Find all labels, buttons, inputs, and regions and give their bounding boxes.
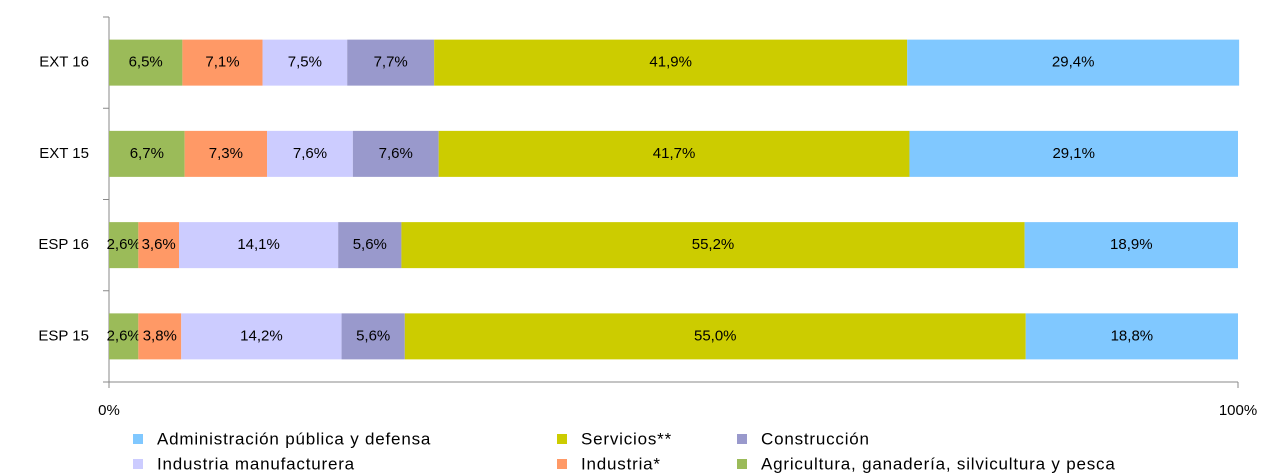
data-label: 14,2% bbox=[240, 327, 283, 344]
data-label: 7,1% bbox=[205, 54, 239, 71]
data-label: 5,6% bbox=[353, 236, 387, 253]
data-label: 3,6% bbox=[142, 236, 176, 253]
legend-swatch bbox=[133, 459, 143, 469]
data-label: 18,8% bbox=[1111, 327, 1154, 344]
data-label: 55,2% bbox=[692, 236, 735, 253]
y-tick-label: EXT 16 bbox=[39, 54, 89, 71]
legend-label: Construcción bbox=[761, 429, 870, 448]
data-label: 14,1% bbox=[237, 236, 280, 253]
bar-segment bbox=[109, 313, 139, 360]
y-tick-label: EXT 15 bbox=[39, 145, 89, 162]
bar-segment bbox=[184, 130, 268, 177]
legend-swatch bbox=[557, 459, 567, 469]
data-label: 7,6% bbox=[293, 145, 327, 162]
x-tick-label: 100% bbox=[1219, 402, 1257, 419]
legend-swatch bbox=[737, 459, 747, 469]
legend-swatch bbox=[133, 434, 143, 444]
data-label: 29,1% bbox=[1052, 145, 1095, 162]
data-label: 7,6% bbox=[379, 145, 413, 162]
data-label: 7,3% bbox=[209, 145, 243, 162]
bar-segment bbox=[109, 39, 183, 86]
legend-swatch bbox=[737, 434, 747, 444]
legend-swatch bbox=[557, 434, 567, 444]
data-label: 2,6% bbox=[107, 236, 141, 253]
data-label: 41,9% bbox=[649, 54, 692, 71]
bar-segment bbox=[909, 130, 1238, 177]
bar-segment bbox=[178, 222, 339, 269]
bar-segment bbox=[109, 130, 185, 177]
data-label: 2,6% bbox=[107, 327, 141, 344]
bar-segment bbox=[262, 39, 348, 86]
y-tick-label: ESP 16 bbox=[38, 236, 89, 253]
bar-segment bbox=[181, 313, 342, 360]
data-label: 41,7% bbox=[653, 145, 696, 162]
bar-segment bbox=[352, 130, 439, 177]
bar-segment bbox=[182, 39, 263, 86]
legend-label: Industria manufacturera bbox=[157, 454, 355, 473]
bar-segment bbox=[138, 222, 179, 269]
bar-segment bbox=[907, 39, 1240, 86]
data-label: 18,9% bbox=[1110, 236, 1153, 253]
data-label: 29,4% bbox=[1052, 54, 1095, 71]
data-label: 3,8% bbox=[143, 327, 177, 344]
bar-segment bbox=[338, 222, 402, 269]
data-label: 6,5% bbox=[129, 54, 163, 71]
bar-segment bbox=[341, 313, 405, 360]
data-label: 7,7% bbox=[374, 54, 408, 71]
bar-segment bbox=[434, 39, 908, 86]
legend-label: Industria* bbox=[581, 454, 661, 473]
legend-label: Agricultura, ganadería, silvicultura y p… bbox=[761, 454, 1116, 473]
bar-segment bbox=[138, 313, 182, 360]
bar-segment bbox=[109, 222, 139, 269]
bar-segment bbox=[401, 222, 1025, 269]
data-label: 7,5% bbox=[288, 54, 322, 71]
legend-label: Administración pública y defensa bbox=[157, 429, 431, 448]
x-tick-label: 0% bbox=[98, 402, 120, 419]
y-tick-label: ESP 15 bbox=[38, 327, 89, 344]
bar-segment bbox=[438, 130, 910, 177]
bar-segment bbox=[1024, 222, 1238, 269]
bar-segment bbox=[267, 130, 353, 177]
data-label: 5,6% bbox=[356, 327, 390, 344]
legend-label: Servicios** bbox=[581, 429, 672, 448]
bar-segment bbox=[1025, 313, 1238, 360]
data-label: 6,7% bbox=[130, 145, 164, 162]
bar-segment bbox=[347, 39, 435, 86]
data-label: 55,0% bbox=[694, 327, 737, 344]
bar-segment bbox=[404, 313, 1026, 360]
